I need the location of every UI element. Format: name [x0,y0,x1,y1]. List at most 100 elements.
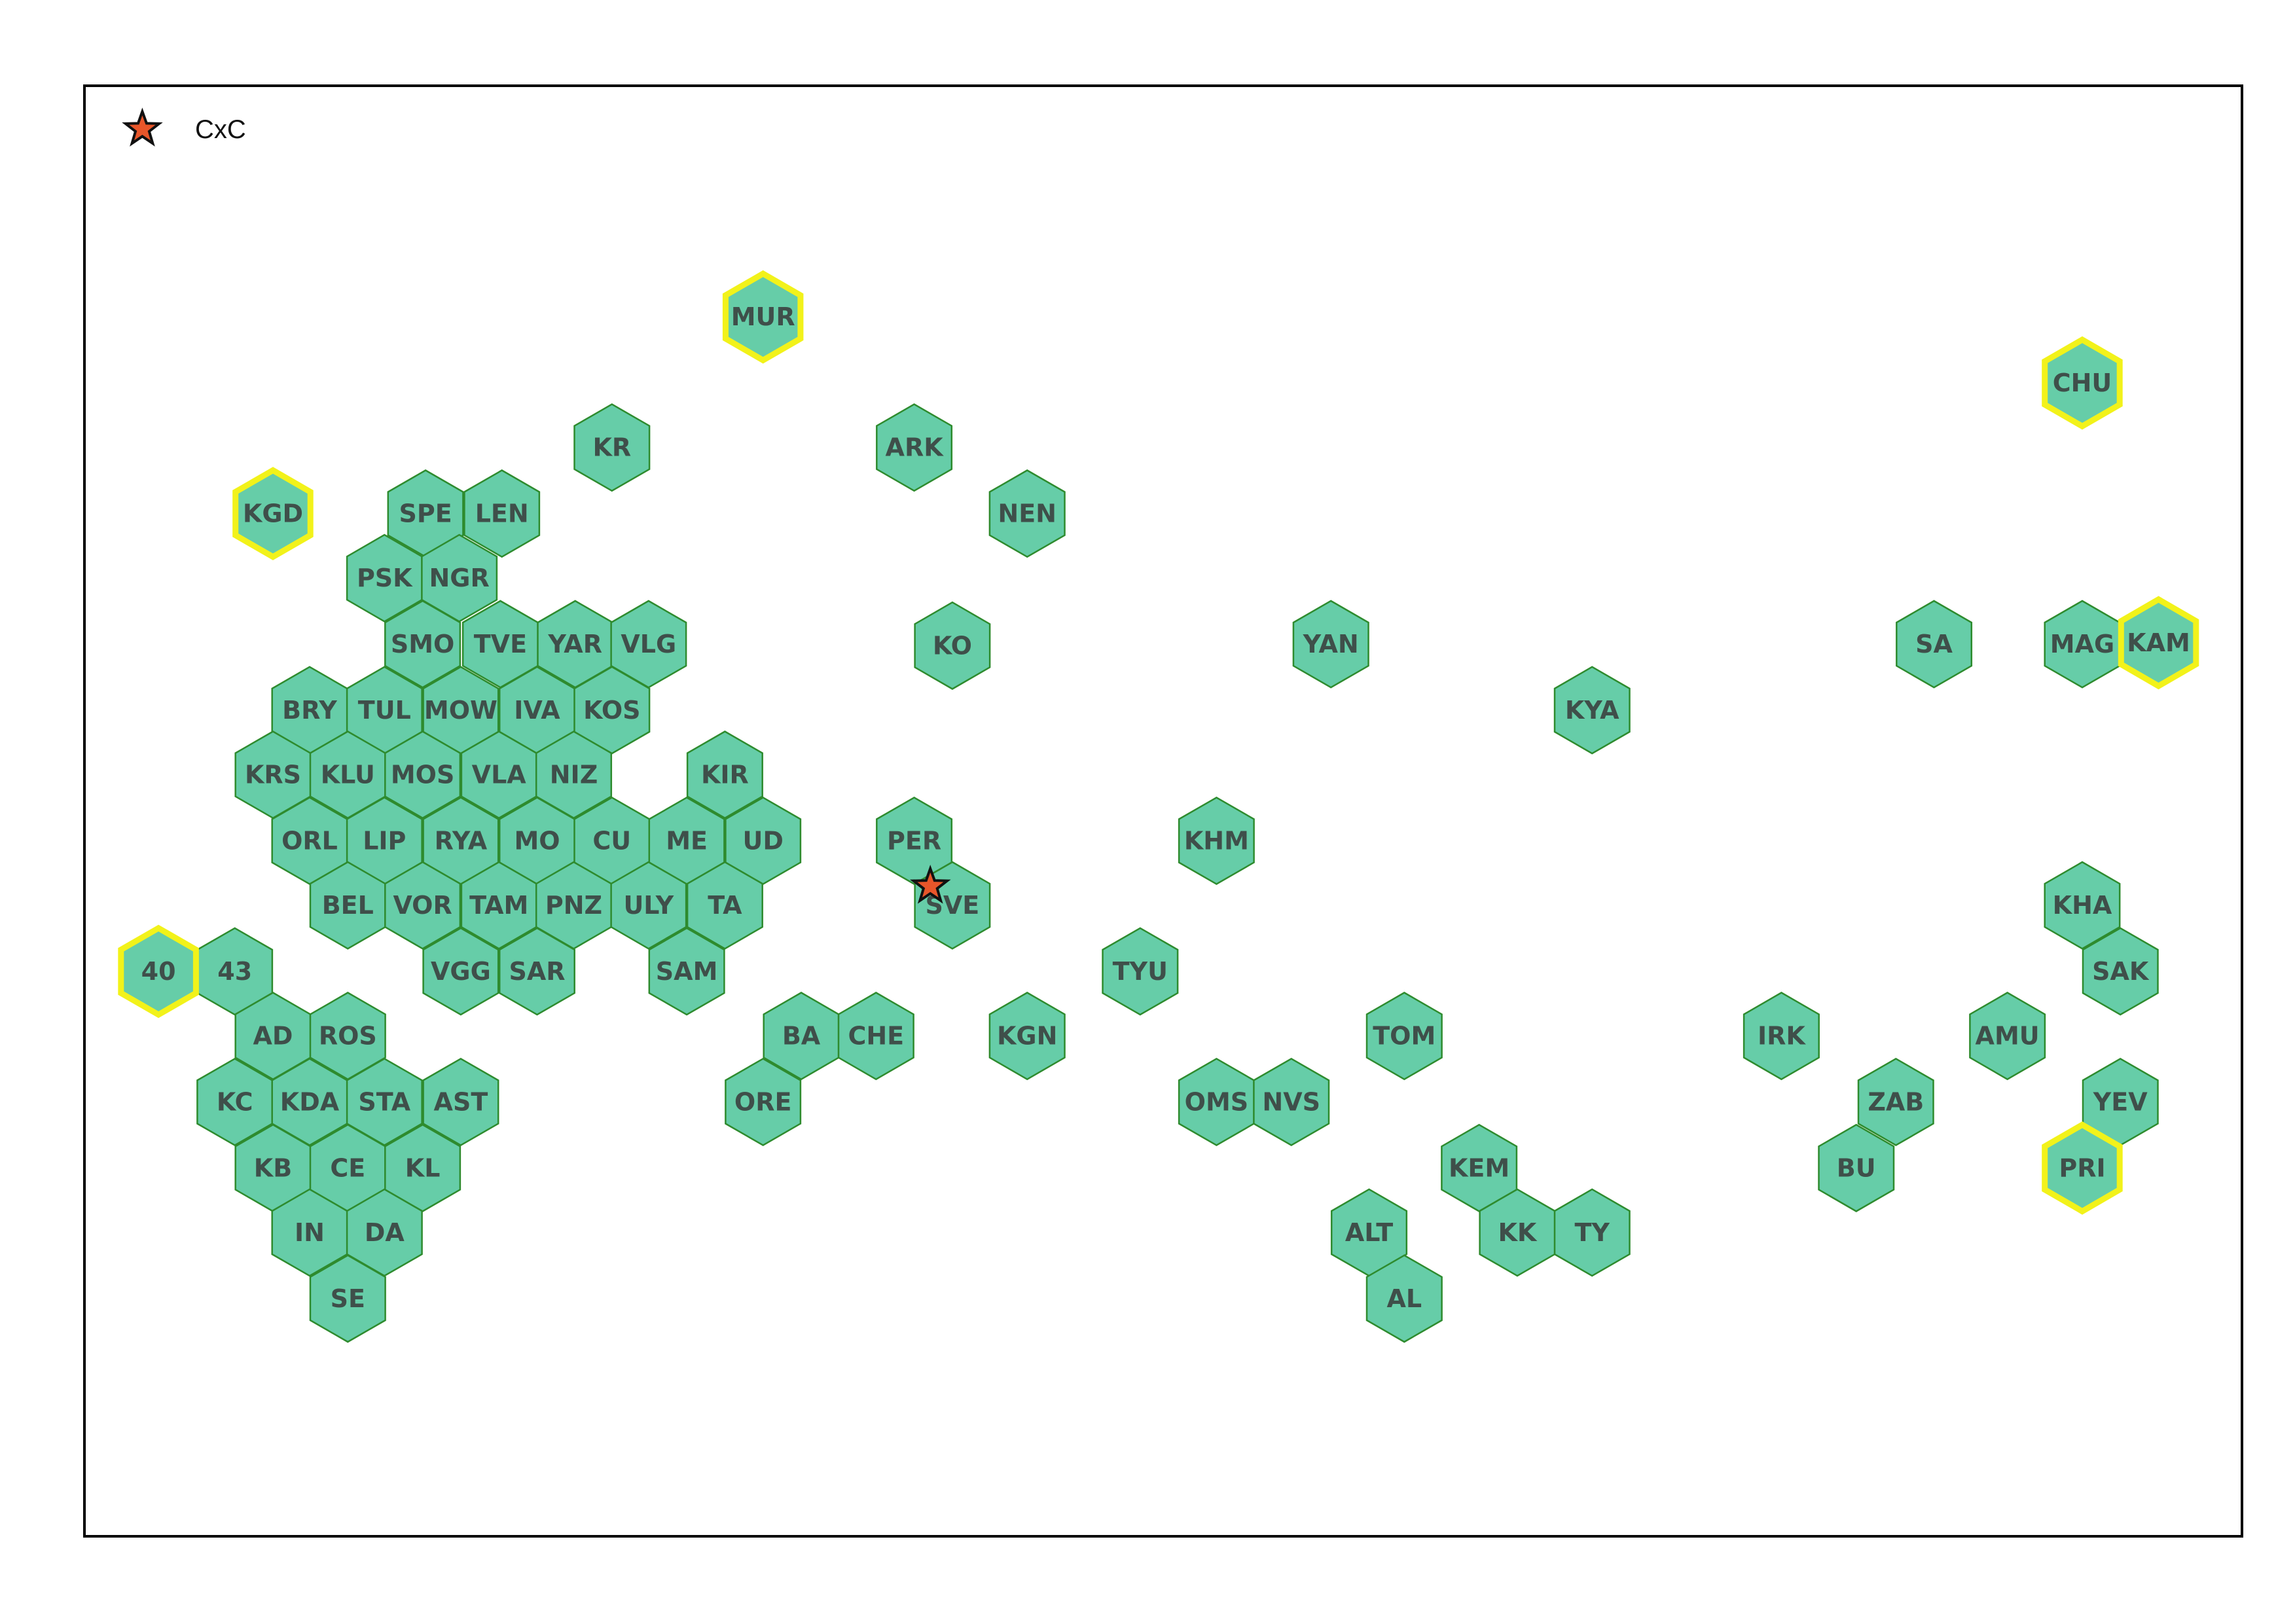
marker-layer [909,865,951,904]
region-hex-shape [384,600,461,689]
region-label: KRS [245,761,301,789]
region-hex-shape [686,731,763,820]
region-hex-amu: AMU [1969,992,2046,1081]
region-label: AST [434,1088,488,1117]
region-label: RYA [435,827,488,856]
region-label: CHE [848,1022,904,1051]
region-hex-shape [573,403,651,492]
region-hex-smo: SMO [384,600,461,689]
region-label: BEL [322,891,374,920]
region-label: TY [1574,1218,1610,1247]
region-hex-mo: MO [498,796,575,886]
region-hex-irk: IRK [1743,992,1820,1081]
region-hex-pri: PRI [2042,1121,2123,1215]
region-hex-kgn: KGN [988,992,1066,1081]
region-hex-shape [610,861,687,950]
region-label: KR [592,433,631,462]
region-hex-kam: KAM [2118,596,2199,690]
region-hex-shape [1857,1057,1934,1147]
region-hex-shape [1365,992,1443,1081]
region-hex-ta: TA [686,861,763,950]
region-hex-vlg: VLG [610,600,687,689]
region-hex-bu: BU [1818,1123,1895,1212]
region-hex-shape [384,731,461,820]
region-hex-shape [422,1057,499,1147]
star-icon [122,107,163,147]
region-label: PSK [357,564,413,592]
region-hex-shape [463,469,541,558]
region-hex-niz: NIZ [535,731,613,820]
region-label: MOS [391,761,455,789]
legend: CxC [122,107,246,147]
region-hex-alt: ALT [1330,1188,1408,1277]
region-label: VOR [393,891,452,920]
region-hex-nen: NEN [988,469,1066,558]
region-label: LEN [475,499,529,528]
region-label: 43 [217,957,252,986]
region-label: MUR [731,302,795,331]
region-label: SA [1915,630,1953,659]
region-hex-yan: YAN [1292,600,1369,689]
region-hex-vgg: VGG [422,927,499,1016]
region-hex-shape [422,927,499,1016]
region-label: KGD [243,499,303,528]
region-hex-tve: TVE [461,600,539,689]
region-hex-shape [988,469,1066,558]
region-label: KOS [583,696,640,725]
region-hex-ty: TY [1553,1188,1631,1277]
region-label: TVE [474,630,527,659]
region-hex-shape [1365,1254,1443,1343]
region-label: ORE [734,1088,792,1117]
region-hex-tyu: TYU [1102,927,1179,1016]
region-hex-kem: KEM [1441,1123,1518,1212]
region-hex-spe: SPE [387,469,464,558]
region-hex-oms: OMS [1178,1057,1255,1147]
region-label: SPE [399,499,452,528]
region-label: MO [514,827,560,856]
region-label: ORL [281,827,338,856]
region-label: IRK [1758,1022,1806,1051]
region-hex-vor: VOR [384,861,461,950]
region-hex-shape [1553,1188,1631,1277]
region-hex-shape [876,403,953,492]
region-hex-shape [1743,992,1820,1081]
region-hex-mow: MOW [422,666,499,755]
region-hex-pnz: PNZ [535,861,613,950]
region-hex-sak: SAK [2082,927,2159,1016]
region-label: TYU [1113,957,1168,986]
region-label: NEN [998,499,1057,528]
region-hex-shape [2118,596,2199,690]
region-hex-len: LEN [463,469,541,558]
region-label: TA [708,891,742,920]
region-label: KAM [2127,628,2190,657]
region-hex-nvs: NVS [1253,1057,1330,1147]
region-hex-me: ME [648,796,725,886]
region-label: MOW [424,696,497,725]
region-hex-mos: MOS [384,731,461,820]
region-hex-tul: TUL [346,666,423,755]
region-label: MAG [2050,630,2114,659]
region-label: NGR [429,564,489,592]
region-hex-kk: KK [1479,1188,1556,1277]
region-hex-shape [1969,992,2046,1081]
cxc-marker-star-icon [909,865,951,904]
region-hex-che: CHE [837,992,914,1081]
region-label: NVS [1262,1088,1320,1117]
region-label: BU [1837,1153,1876,1182]
region-hex-shape [1253,1057,1330,1147]
region-label: KYA [1565,696,1619,725]
region-label: KC [217,1088,253,1117]
region-label: SAR [509,957,565,986]
region-hex-shape [722,270,804,364]
region-label: KIR [701,761,749,789]
region-hex-shape [1102,927,1179,1016]
region-hex-sar: SAR [498,927,575,1016]
region-hex-yev: YEV [2082,1057,2159,1147]
region-hex-shape [2044,861,2121,950]
region-label: SAM [656,957,718,986]
region-hex-orl: ORL [271,796,348,886]
region-label: PER [887,827,941,856]
region-hex-in: IN [271,1188,348,1277]
region-hex-da: DA [346,1188,423,1277]
